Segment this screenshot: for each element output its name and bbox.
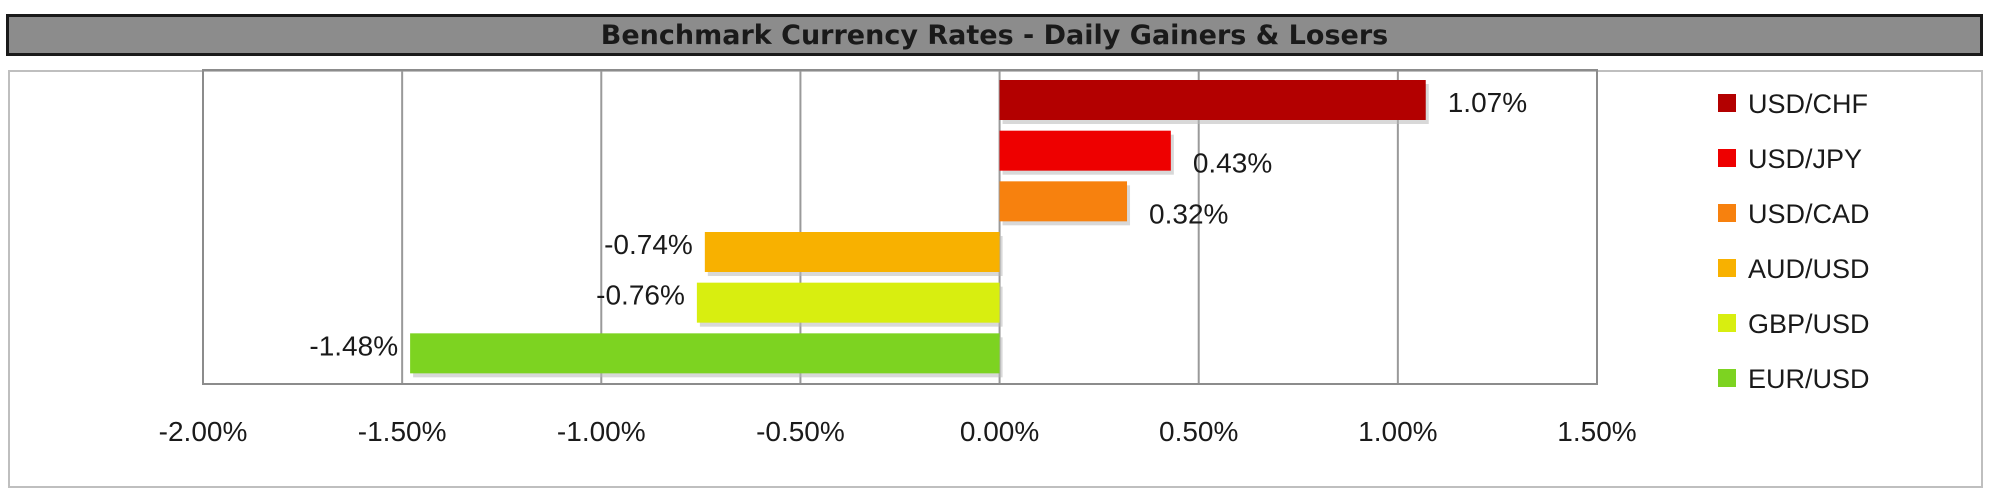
data-label-1: 0.43% xyxy=(1193,148,1272,179)
legend-label-0: USD/CHF xyxy=(1748,89,1868,119)
bar-usd-cad xyxy=(999,181,1128,222)
bar-gbp-usd xyxy=(696,282,1000,323)
data-label-4: -0.76% xyxy=(596,280,685,311)
data-label-3: -0.74% xyxy=(604,229,693,260)
x-axis-tick-labels: -2.00% -1.50% -1.00% -0.50% 0.00% 0.50% 1.00% 1… xyxy=(159,416,1637,447)
bar-eur-usd xyxy=(410,333,1000,374)
data-label-5: -1.48% xyxy=(309,330,398,361)
x-tick-label-0: -2.00% xyxy=(159,416,248,447)
legend-swatch-5 xyxy=(1718,369,1736,387)
x-tick-label-4: 0.00% xyxy=(960,416,1039,447)
legend-swatch-1 xyxy=(1718,149,1736,167)
data-label-0: 1.07% xyxy=(1448,87,1527,118)
legend-swatch-2 xyxy=(1718,204,1736,222)
chart-title-bar: Benchmark Currency Rates - Daily Gainers… xyxy=(6,14,1983,56)
x-tick-label-6: 1.00% xyxy=(1358,416,1437,447)
chart-title: Benchmark Currency Rates - Daily Gainers… xyxy=(600,19,1389,51)
x-tick-label-3: -0.50% xyxy=(756,416,845,447)
bar-usd-jpy xyxy=(999,130,1171,171)
legend-label-3: AUD/USD xyxy=(1748,254,1870,284)
legend-swatch-0 xyxy=(1718,94,1736,112)
legend-swatch-4 xyxy=(1718,314,1736,332)
data-labels: 1.07% 0.43% 0.32% -0.74% -0.76% -1.48% xyxy=(309,87,1527,361)
x-tick-label-1: -1.50% xyxy=(358,416,447,447)
x-tick-label-2: -1.00% xyxy=(557,416,646,447)
bar-usd-chf xyxy=(999,80,1426,120)
legend-label-1: USD/JPY xyxy=(1748,144,1862,174)
legend-label-5: EUR/USD xyxy=(1748,364,1870,394)
bar-aud-usd xyxy=(704,232,1000,272)
data-label-2: 0.32% xyxy=(1149,198,1228,229)
chart-frame xyxy=(8,70,1983,488)
plot-area-border xyxy=(202,69,1598,385)
x-tick-label-7: 1.50% xyxy=(1557,416,1636,447)
legend-swatch-3 xyxy=(1718,259,1736,277)
legend-label-2: USD/CAD xyxy=(1748,199,1870,229)
legend-label-4: GBP/USD xyxy=(1748,309,1870,339)
bars xyxy=(410,80,1429,378)
legend: USD/CHF USD/JPY USD/CAD AUD/USD GBP/USD EUR/U… xyxy=(1718,89,1870,394)
x-tick-label-5: 0.50% xyxy=(1159,416,1238,447)
